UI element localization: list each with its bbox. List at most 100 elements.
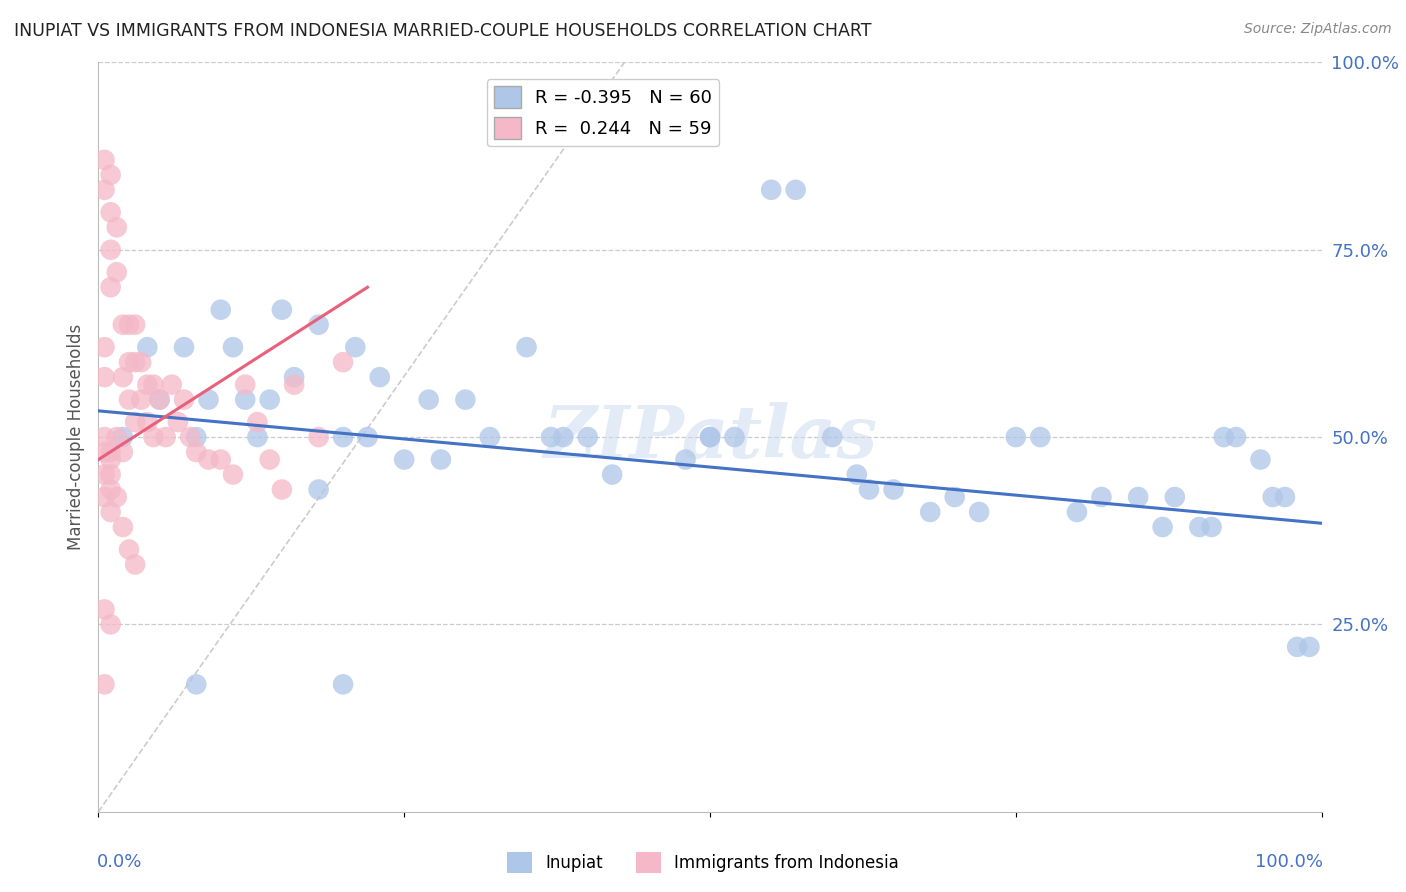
Point: [1029, 430, 1052, 444]
Point: [233, 377, 256, 392]
Point: [1286, 640, 1309, 654]
Point: [699, 430, 721, 444]
Point: [1261, 490, 1284, 504]
Point: [723, 430, 745, 444]
Point: [129, 392, 152, 407]
Point: [332, 677, 354, 691]
Point: [540, 430, 562, 444]
Point: [576, 430, 599, 444]
Point: [93, 467, 115, 482]
Point: [136, 340, 159, 354]
Point: [167, 415, 190, 429]
Point: [155, 430, 177, 444]
Point: [100, 168, 122, 182]
Point: [111, 370, 134, 384]
Point: [600, 467, 623, 482]
Point: [136, 377, 159, 392]
Point: [270, 302, 294, 317]
Point: [1298, 640, 1320, 654]
Point: [105, 220, 128, 235]
Point: [259, 392, 281, 407]
Point: [105, 265, 128, 279]
Point: [129, 355, 152, 369]
Point: [118, 392, 141, 407]
Text: 0.0%: 0.0%: [97, 853, 142, 871]
Point: [197, 452, 219, 467]
Point: [332, 355, 354, 369]
Point: [308, 483, 330, 497]
Point: [1090, 490, 1112, 504]
Point: [118, 318, 141, 332]
Point: [100, 483, 122, 497]
Point: [1249, 452, 1271, 467]
Point: [186, 677, 208, 691]
Point: [821, 430, 844, 444]
Point: [699, 430, 721, 444]
Point: [186, 445, 208, 459]
Text: Source: ZipAtlas.com: Source: ZipAtlas.com: [1244, 22, 1392, 37]
Point: [105, 430, 128, 444]
Point: [100, 280, 122, 294]
Point: [100, 205, 122, 219]
Point: [858, 483, 880, 497]
Point: [111, 520, 134, 534]
Point: [1152, 520, 1174, 534]
Point: [308, 430, 330, 444]
Point: [105, 490, 128, 504]
Point: [967, 505, 990, 519]
Point: [93, 370, 115, 384]
Text: INUPIAT VS IMMIGRANTS FROM INDONESIA MARRIED-COUPLE HOUSEHOLDS CORRELATION CHART: INUPIAT VS IMMIGRANTS FROM INDONESIA MAR…: [14, 22, 872, 40]
Point: [478, 430, 501, 444]
Point: [553, 430, 575, 444]
Point: [454, 392, 477, 407]
Point: [1274, 490, 1296, 504]
Point: [93, 430, 115, 444]
Point: [186, 430, 208, 444]
Point: [332, 430, 354, 444]
Point: [100, 243, 122, 257]
Point: [209, 452, 232, 467]
Point: [142, 377, 165, 392]
Point: [124, 415, 146, 429]
Y-axis label: Married-couple Households: Married-couple Households: [66, 324, 84, 550]
Point: [124, 355, 146, 369]
Point: [515, 340, 537, 354]
Point: [761, 183, 783, 197]
Legend: Inupiat, Immigrants from Indonesia: Inupiat, Immigrants from Indonesia: [501, 846, 905, 880]
Point: [883, 483, 905, 497]
Point: [124, 558, 146, 572]
Point: [418, 392, 440, 407]
Point: [173, 340, 195, 354]
Point: [1225, 430, 1247, 444]
Point: [270, 483, 294, 497]
Point: [344, 340, 367, 354]
Point: [308, 318, 330, 332]
Point: [118, 355, 141, 369]
Point: [1212, 430, 1234, 444]
Point: [93, 340, 115, 354]
Point: [111, 318, 134, 332]
Text: 100.0%: 100.0%: [1256, 853, 1323, 871]
Point: [179, 430, 201, 444]
Point: [222, 467, 245, 482]
Point: [1128, 490, 1150, 504]
Point: [1164, 490, 1187, 504]
Text: ZIPatlas: ZIPatlas: [543, 401, 877, 473]
Point: [392, 452, 416, 467]
Point: [93, 183, 115, 197]
Point: [100, 452, 122, 467]
Point: [93, 445, 115, 459]
Point: [149, 392, 172, 407]
Point: [124, 318, 146, 332]
Point: [259, 452, 281, 467]
Point: [943, 490, 966, 504]
Point: [197, 392, 219, 407]
Point: [111, 445, 134, 459]
Point: [160, 377, 183, 392]
Point: [368, 370, 391, 384]
Point: [1066, 505, 1088, 519]
Point: [100, 505, 122, 519]
Point: [233, 392, 256, 407]
Point: [173, 392, 195, 407]
Point: [118, 542, 141, 557]
